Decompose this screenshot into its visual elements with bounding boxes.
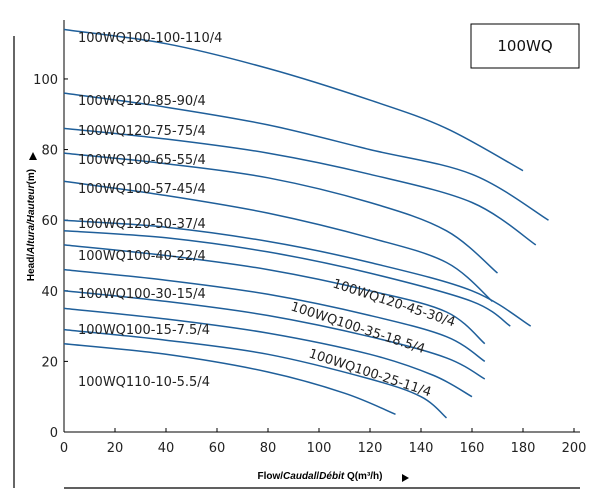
curve-label-6: 100WQ100-40-22/4: [78, 249, 206, 264]
x-tick-label-1: 20: [107, 441, 124, 456]
y-axis-title-italic: Altura/Hauteur: [26, 183, 37, 255]
curve-12: [63, 342, 396, 415]
y-tick-label-2: 40: [41, 285, 58, 300]
x-axis-title-sep: /: [316, 471, 319, 482]
curve-6: [63, 244, 486, 345]
y-axis-arrow-icon: [29, 152, 37, 160]
x-tick-label-9: 180: [511, 441, 536, 456]
model-box-frame: [470, 23, 580, 69]
x-tick-label-5: 100: [307, 441, 332, 456]
curve-11: [63, 328, 448, 419]
y-axis-title: Head/Altura/Hauteur(m): [26, 169, 37, 281]
ticks: 0 20 40 60 80 100 120 140 160 180 200 0 20 40 60 80 100: [33, 73, 586, 456]
x-tick-label-8: 160: [460, 441, 485, 456]
model-box: 100WQ: [470, 23, 580, 69]
y-axis-title-prefix: Head/: [26, 254, 37, 281]
curve-label-9: 100WQ100-30-15/4: [78, 287, 206, 302]
x-axis-title-suffix: Q(m³/h): [344, 471, 382, 482]
x-axis-title-prefix: Flow/: [257, 471, 283, 482]
y-axis-title-suffix: (m): [26, 169, 37, 185]
curves: [63, 28, 549, 419]
model-box-text: 100WQ: [497, 37, 552, 55]
x-axis-arrow-icon: [402, 474, 409, 482]
curve-label-0: 100WQ100-100-110/4: [78, 31, 222, 46]
curve-label-5: 100WQ120-50-37/4: [78, 217, 206, 232]
x-tick-label-3: 60: [209, 441, 226, 456]
x-tick-label-0: 0: [60, 441, 68, 456]
x-tick-label-7: 140: [409, 441, 434, 456]
x-tick-label-6: 120: [358, 441, 383, 456]
curve-label-3: 100WQ100-65-55/4: [78, 153, 206, 168]
x-axis-title-italic: Caudal: [283, 471, 317, 482]
curve-3: [63, 152, 498, 274]
curve-4: [63, 180, 493, 302]
curve-7: [63, 230, 511, 327]
x-tick-label-2: 40: [158, 441, 175, 456]
y-tick-label-4: 80: [41, 144, 58, 159]
y-tick-label-1: 20: [41, 355, 58, 370]
curve-label-4: 100WQ100-57-45/4: [78, 182, 206, 197]
y-tick-label-3: 60: [41, 214, 58, 229]
curve-label-12: 100WQ110-10-5.5/4: [78, 375, 210, 390]
curve-label-1: 100WQ120-85-90/4: [78, 94, 206, 109]
curve-5: [63, 219, 532, 327]
curve-2: [63, 127, 537, 246]
x-tick-label-4: 80: [260, 441, 277, 456]
y-tick-label-5: 100: [33, 73, 58, 88]
curve-labels: 100WQ100-100-110/4 100WQ120-85-90/4 100WQ1…: [78, 31, 457, 400]
curve-10: [63, 307, 473, 398]
curve-8: [63, 268, 486, 363]
x-axis-title: Flow/Caudal/Débit Q(m³/h): [257, 471, 382, 482]
curve-9: [63, 290, 486, 380]
y-tick-label-0: 0: [50, 426, 58, 441]
x-tick-label-10: 200: [562, 441, 587, 456]
axes: [13, 20, 580, 489]
x-axis-title-italic2: Débit: [319, 471, 345, 482]
curve-label-2: 100WQ120-75-75/4: [78, 124, 206, 139]
curve-1: [63, 92, 549, 221]
curve-0: [63, 28, 524, 172]
curve-label-11: 100WQ100-15-7.5/4: [78, 323, 210, 338]
